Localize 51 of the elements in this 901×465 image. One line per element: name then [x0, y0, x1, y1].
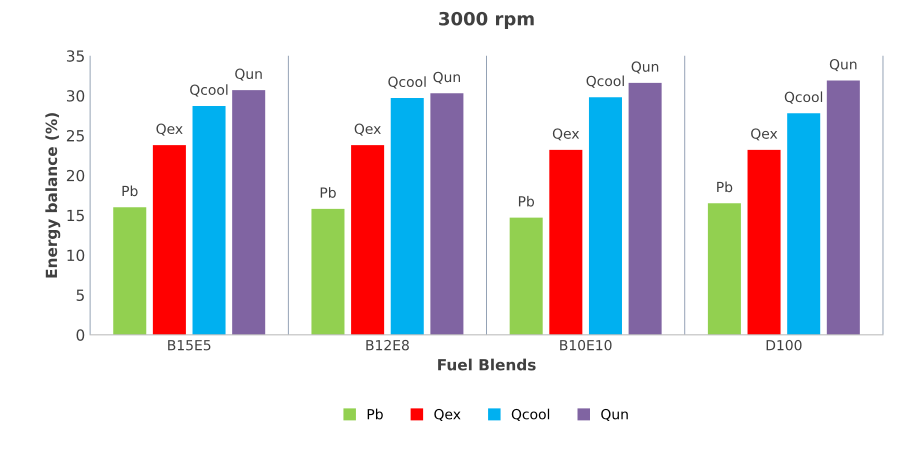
x-tick-label: B10E10	[560, 340, 612, 350]
x-axis-title: Fuel Blends	[438, 358, 536, 370]
bar	[628, 82, 662, 335]
x-tick-label: B12E8	[366, 340, 409, 350]
chart-title: 3000 rpm	[439, 12, 534, 29]
text: Qun	[433, 72, 460, 84]
bar	[113, 207, 146, 335]
bar	[351, 145, 384, 335]
text: Qex	[552, 128, 580, 140]
bar	[390, 98, 424, 335]
bar	[430, 93, 464, 335]
bar	[311, 208, 344, 335]
text: Qex	[354, 124, 381, 136]
bar	[826, 80, 860, 335]
bar	[192, 106, 226, 335]
y-tick-label: 20	[66, 170, 84, 182]
text: Qcool	[784, 91, 822, 104]
bar	[708, 203, 741, 335]
y-tick-label: 35	[66, 50, 84, 62]
bar	[787, 113, 820, 335]
y-tick-label: 10	[67, 250, 84, 262]
bar	[549, 150, 582, 335]
text: Qun	[235, 68, 262, 81]
x-tick-label: D100	[766, 340, 802, 350]
x-tick-label: B15E5	[168, 340, 210, 350]
y-tick-label: 25	[66, 130, 84, 142]
bar	[748, 150, 781, 335]
text: Qex	[156, 124, 183, 136]
text: Qun	[632, 61, 658, 74]
text: Pb	[717, 181, 732, 192]
bar	[232, 90, 266, 335]
text: Pb	[122, 185, 138, 196]
y-tick-label: 15	[67, 210, 84, 222]
legend-label: Qun	[601, 408, 628, 422]
text: Pb	[320, 187, 336, 198]
text: Qcool	[388, 76, 426, 89]
y-tick-label: 0	[76, 329, 84, 341]
text: Pb	[518, 196, 534, 207]
bar	[152, 145, 186, 335]
legend-label: Qcool	[512, 408, 550, 422]
y-axis-title: Energy balance (%)	[45, 113, 60, 278]
text: Qun	[830, 58, 856, 72]
y-tick-label: 5	[76, 290, 84, 301]
y-tick-label: 30	[66, 90, 84, 102]
bar	[588, 97, 622, 335]
bar	[510, 218, 543, 335]
text: Qcool	[190, 84, 228, 97]
text: Qex	[751, 128, 778, 140]
text: Qcool	[586, 75, 624, 88]
legend-label: Pb	[368, 408, 383, 420]
legend-label: Qex	[434, 408, 461, 422]
